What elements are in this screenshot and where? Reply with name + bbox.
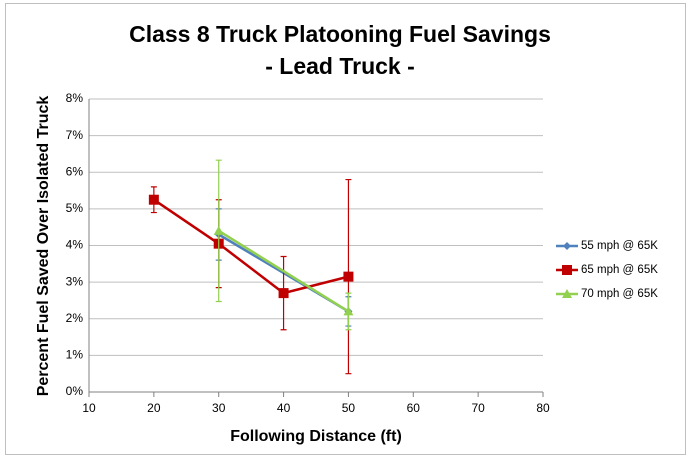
legend-marker bbox=[563, 242, 571, 250]
series-line bbox=[153, 198, 349, 295]
x-tick-label: 30 bbox=[212, 401, 226, 415]
y-tick-label: 8% bbox=[66, 91, 84, 105]
chart-title: Class 8 Truck Platooning Fuel Savings bbox=[129, 21, 551, 47]
x-tick-label: 60 bbox=[407, 401, 421, 415]
y-tick-label: 6% bbox=[66, 164, 84, 178]
x-tick-label: 80 bbox=[536, 401, 550, 415]
x-tick-label: 70 bbox=[471, 401, 485, 415]
legend-label: 55 mph @ 65K bbox=[581, 240, 658, 252]
y-tick-label: 0% bbox=[66, 384, 84, 398]
chart-subtitle: - Lead Truck - bbox=[265, 53, 415, 79]
x-tick-label: 20 bbox=[147, 401, 161, 415]
marker bbox=[213, 225, 224, 235]
y-tick-label: 1% bbox=[66, 348, 84, 362]
x-tick-label: 50 bbox=[342, 401, 356, 415]
series-line bbox=[218, 229, 350, 313]
y-tick-label: 5% bbox=[66, 201, 84, 215]
x-tick-label: 10 bbox=[82, 401, 96, 415]
chart-frame bbox=[5, 3, 686, 455]
y-tick-label: 3% bbox=[66, 274, 84, 288]
legend-marker bbox=[562, 265, 572, 275]
legend-label: 70 mph @ 65K bbox=[581, 288, 658, 300]
y-axis-label: Percent Fuel Saved Over Isolated Truck bbox=[35, 96, 52, 397]
y-tick-label: 7% bbox=[66, 128, 84, 142]
x-tick-label: 40 bbox=[277, 401, 291, 415]
marker bbox=[343, 271, 354, 282]
y-tick-label: 2% bbox=[66, 311, 84, 325]
legend-marker bbox=[562, 289, 572, 298]
y-tick-label: 4% bbox=[66, 238, 84, 252]
marker bbox=[343, 306, 354, 316]
marker bbox=[278, 288, 289, 299]
x-axis-label: Following Distance (ft) bbox=[230, 428, 402, 445]
legend-label: 65 mph @ 65K bbox=[581, 264, 658, 276]
marker bbox=[148, 194, 159, 205]
